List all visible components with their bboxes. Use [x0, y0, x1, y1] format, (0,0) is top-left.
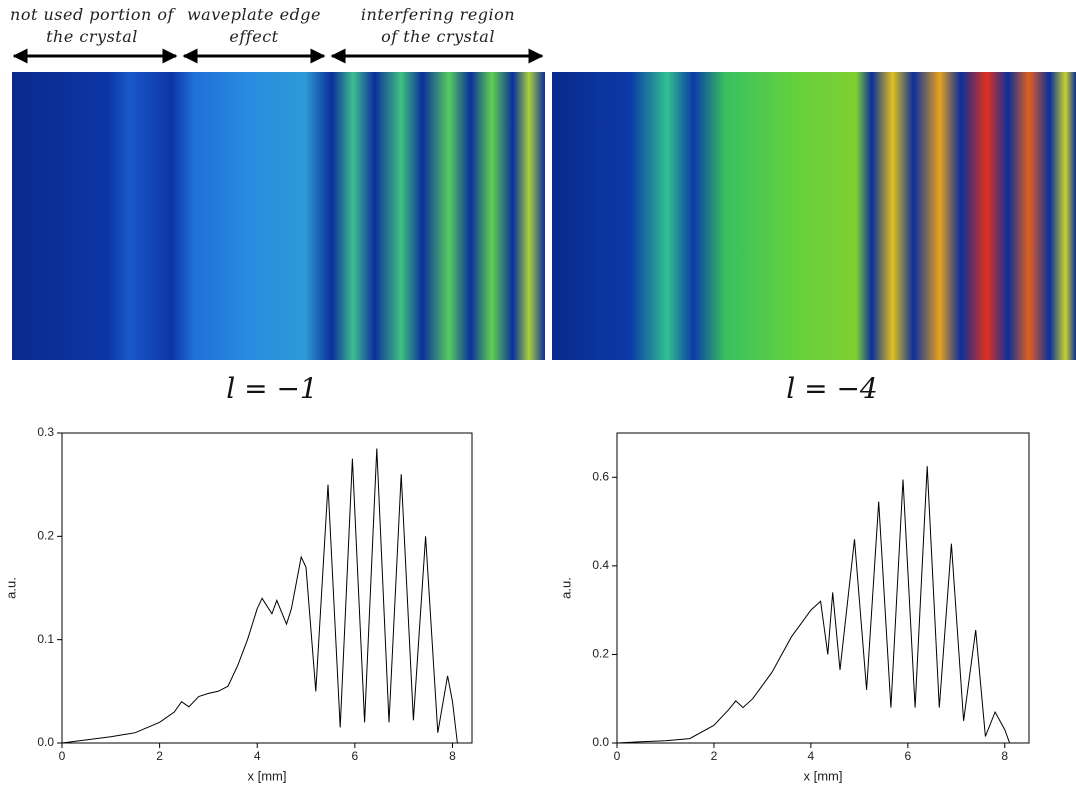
plot-frame: [61, 432, 473, 744]
x-tick-label: 8: [449, 749, 456, 763]
annotation: waveplate edge: [187, 5, 321, 24]
y-axis-label: a.u.: [558, 577, 573, 599]
image-label: l = −4: [786, 372, 878, 405]
x-tick-label: 6: [904, 749, 911, 763]
x-tick-label: 2: [156, 749, 163, 763]
heatmap-image: [552, 72, 1076, 360]
x-tick-label: 2: [711, 749, 718, 763]
x-axis-label: x [mm]: [804, 768, 843, 783]
annotation: interfering region: [361, 5, 515, 24]
annotation: of the crystal: [381, 27, 495, 46]
image-label: l = −1: [226, 372, 318, 405]
x-tick-label: 4: [808, 749, 815, 763]
heatmap-image: [12, 72, 545, 360]
x-tick-label: 0: [59, 749, 66, 763]
data-line: [61, 448, 458, 744]
x-tick-label: 6: [352, 749, 359, 763]
y-tick-label: 0.0: [592, 735, 609, 749]
y-tick-label: 0.6: [592, 469, 609, 483]
x-tick-label: 4: [254, 749, 261, 763]
annotation: not used portion of: [10, 5, 176, 24]
y-tick-label: 0.4: [592, 558, 609, 572]
y-tick-label: 0.2: [592, 647, 609, 661]
x-tick-label: 8: [1001, 749, 1008, 763]
y-axis-label: a.u.: [3, 577, 18, 599]
data-line: [616, 466, 1011, 744]
annotation: effect: [229, 27, 278, 46]
plot-frame: [616, 432, 1030, 744]
y-tick-label: 0.2: [37, 529, 54, 543]
x-tick-label: 0: [614, 749, 621, 763]
y-tick-label: 0.1: [37, 632, 54, 646]
x-axis-label: x [mm]: [248, 768, 287, 783]
annotation: the crystal: [46, 27, 138, 46]
y-tick-label: 0.0: [37, 735, 54, 749]
y-tick-label: 0.3: [37, 425, 54, 439]
